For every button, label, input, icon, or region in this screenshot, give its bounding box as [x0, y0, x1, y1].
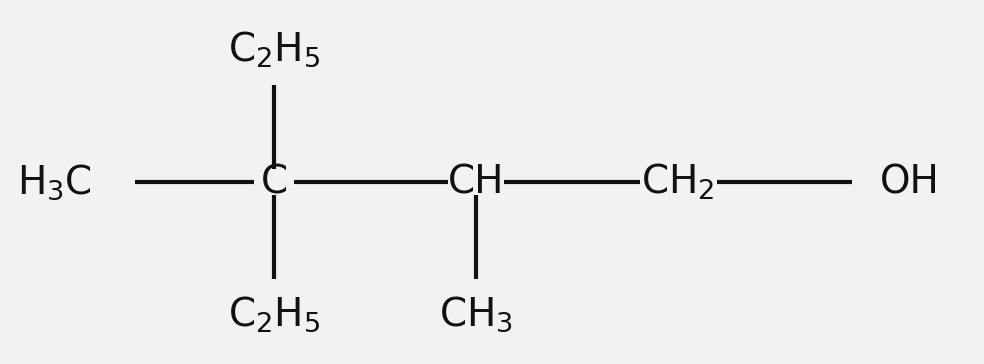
Text: H$_3$C: H$_3$C [18, 162, 92, 202]
Text: CH$_2$: CH$_2$ [642, 162, 714, 202]
Text: OH: OH [881, 163, 940, 201]
Text: CH: CH [448, 163, 505, 201]
Text: C$_2$H$_5$: C$_2$H$_5$ [228, 294, 320, 334]
Text: C$_2$H$_5$: C$_2$H$_5$ [228, 30, 320, 70]
Text: C: C [261, 163, 287, 201]
Text: CH$_3$: CH$_3$ [439, 294, 513, 334]
